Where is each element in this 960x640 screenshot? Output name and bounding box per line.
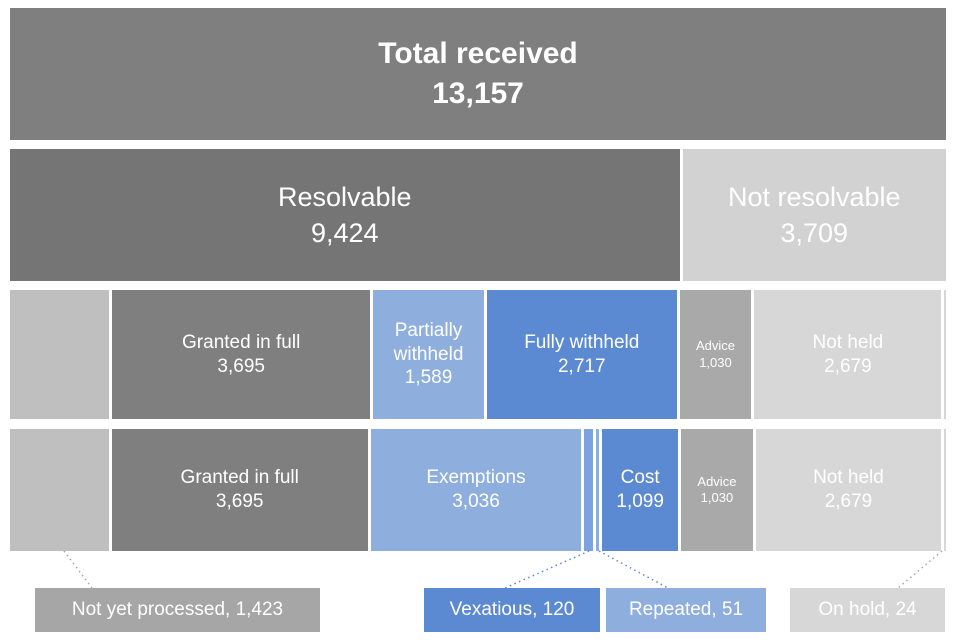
segment-exemptions: Exemptions 3,036 <box>370 429 582 551</box>
granted-in-full-label: Granted in full <box>182 331 301 353</box>
segment-advice-1: Advice 1,030 <box>679 290 752 419</box>
granted-in-full-value: 3,695 <box>217 355 265 377</box>
total-received-value: 13,157 <box>432 77 524 110</box>
exemptions-label: Exemptions <box>426 467 526 489</box>
segment-partially-withheld: Partially withheld 1,589 <box>373 290 484 419</box>
advice-value-2: 1,030 <box>700 490 734 505</box>
resolvable-label: Resolvable <box>277 181 412 212</box>
segment-resolvable: Resolvable 9,424 <box>10 149 680 281</box>
segment-on-hold-1 <box>944 290 946 419</box>
segment-not-held-2: Not held 2,679 <box>755 429 942 551</box>
callout-on-hold: On hold, 24 <box>790 588 945 632</box>
fully-withheld-label: Fully withheld <box>524 331 640 353</box>
callout-not-yet-processed: Not yet processed, 1,423 <box>35 588 320 632</box>
segment-not-held-1: Not held 2,679 <box>754 290 942 419</box>
not-held-label-2: Not held <box>813 467 884 489</box>
cost-value: 1,099 <box>616 491 664 512</box>
resolvable-value: 9,424 <box>310 218 379 248</box>
total-received-row: Total received 13,157 <box>10 8 946 140</box>
segment-fully-withheld: Fully withheld 2,717 <box>486 290 677 419</box>
fully-withheld-value: 2,717 <box>557 355 606 377</box>
segment-not-resolvable: Not resolvable 3,709 <box>682 149 946 281</box>
exemptions-value: 3,036 <box>452 491 500 512</box>
not-held-label-1: Not held <box>812 331 884 353</box>
segment-granted-in-full-2: Granted in full 3,695 <box>111 429 368 551</box>
advice-label-2: Advice <box>697 473 737 489</box>
leader-repeated <box>598 550 669 589</box>
leader-lines <box>63 550 943 589</box>
leader-not-yet-processed <box>63 550 93 589</box>
resolvability-row: Resolvable 9,424 Not resolvable 3,709 <box>10 149 946 281</box>
segment-granted-in-full-1: Granted in full 3,695 <box>112 290 371 419</box>
segment-total-received: Total received 13,157 <box>10 8 946 140</box>
segment-cost: Cost 1,099 <box>602 429 679 551</box>
cost-label: Cost <box>620 467 660 489</box>
segment-vexatious <box>584 429 593 551</box>
not-resolvable-label: Not resolvable <box>727 181 901 212</box>
granted-in-full-value-2: 3,695 <box>215 491 264 512</box>
segment-advice-2: Advice 1,030 <box>681 429 753 551</box>
segment-repeated <box>595 429 600 551</box>
not-resolvable-value: 3,709 <box>780 218 849 248</box>
outcome-row: Granted in full 3,695 Partially withheld… <box>10 290 946 419</box>
segment-on-hold-2 <box>944 429 946 551</box>
advice-label-1: Advice <box>695 338 735 354</box>
segment-not-yet-processed-1 <box>10 290 110 419</box>
granted-in-full-label-2: Granted in full <box>180 467 299 489</box>
callout-repeated: Repeated, 51 <box>606 588 766 632</box>
partially-withheld-label: Partially withheld <box>393 319 464 365</box>
partially-withheld-value: 1,589 <box>404 367 453 389</box>
leader-vexatious <box>504 550 590 589</box>
callout-vexatious: Vexatious, 120 <box>424 588 600 632</box>
not-held-value-2: 2,679 <box>824 491 873 512</box>
advice-value-1: 1,030 <box>699 354 732 370</box>
not-held-value-1: 2,679 <box>824 355 872 377</box>
segment-not-yet-processed-2 <box>10 429 109 551</box>
reason-row: Granted in full 3,695 Exemptions 3,036 C… <box>10 429 946 551</box>
total-received-label: Total received <box>378 36 578 70</box>
leader-on-hold <box>897 550 943 589</box>
